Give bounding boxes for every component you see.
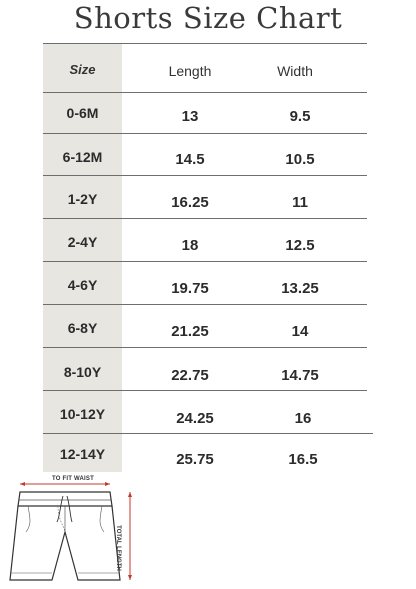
- length-cell: 22.75: [171, 367, 209, 384]
- divider: [43, 347, 367, 348]
- size-cell: 6-8Y: [67, 320, 98, 336]
- divider: [43, 92, 367, 93]
- length-cell: 21.25: [171, 323, 209, 340]
- length-cell: 25.75: [176, 451, 214, 468]
- header-length: Length: [168, 63, 212, 79]
- length-cell: 24.25: [176, 410, 214, 427]
- divider: [43, 133, 367, 134]
- divider: [43, 390, 367, 391]
- width-cell: 10.5: [285, 151, 315, 168]
- length-cell: 16.25: [171, 194, 209, 211]
- size-cell: 8-10Y: [63, 364, 102, 380]
- width-cell: 12.5: [285, 237, 315, 254]
- divider: [43, 261, 367, 262]
- shorts-diagram-icon: [9, 482, 132, 581]
- length-cell: 13: [181, 108, 199, 125]
- size-cell: 2-4Y: [67, 234, 98, 250]
- size-cell: 4-6Y: [67, 277, 98, 293]
- width-cell: 14: [291, 323, 309, 340]
- width-cell: 14.75: [281, 367, 319, 384]
- divider: [43, 218, 367, 219]
- length-cell: 14.5: [175, 151, 205, 168]
- width-cell: 11: [292, 194, 308, 211]
- size-cell: 6-12M: [62, 149, 103, 165]
- size-cell: 10-12Y: [59, 406, 106, 422]
- length-label: TOTAL LENGTH: [115, 525, 121, 571]
- size-cell: 0-6M: [66, 105, 99, 121]
- width-cell: 13.25: [281, 280, 319, 297]
- width-cell: 16.5: [288, 451, 318, 468]
- header-width: Width: [277, 63, 313, 79]
- divider: [43, 304, 367, 305]
- waist-label: TO FIT WAIST: [52, 476, 94, 482]
- divider: [43, 175, 367, 176]
- divider: [43, 43, 367, 44]
- size-cell: 12-14Y: [59, 446, 106, 462]
- length-cell: 18: [181, 237, 199, 254]
- width-cell: 9.5: [289, 108, 311, 125]
- page-title: Shorts Size Chart: [73, 1, 343, 35]
- width-cell: 16: [294, 410, 312, 427]
- header-size: Size: [69, 62, 96, 77]
- size-cell: 1-2Y: [67, 191, 98, 207]
- divider: [43, 433, 373, 434]
- size-column-background: [43, 43, 122, 472]
- length-cell: 19.75: [171, 280, 209, 297]
